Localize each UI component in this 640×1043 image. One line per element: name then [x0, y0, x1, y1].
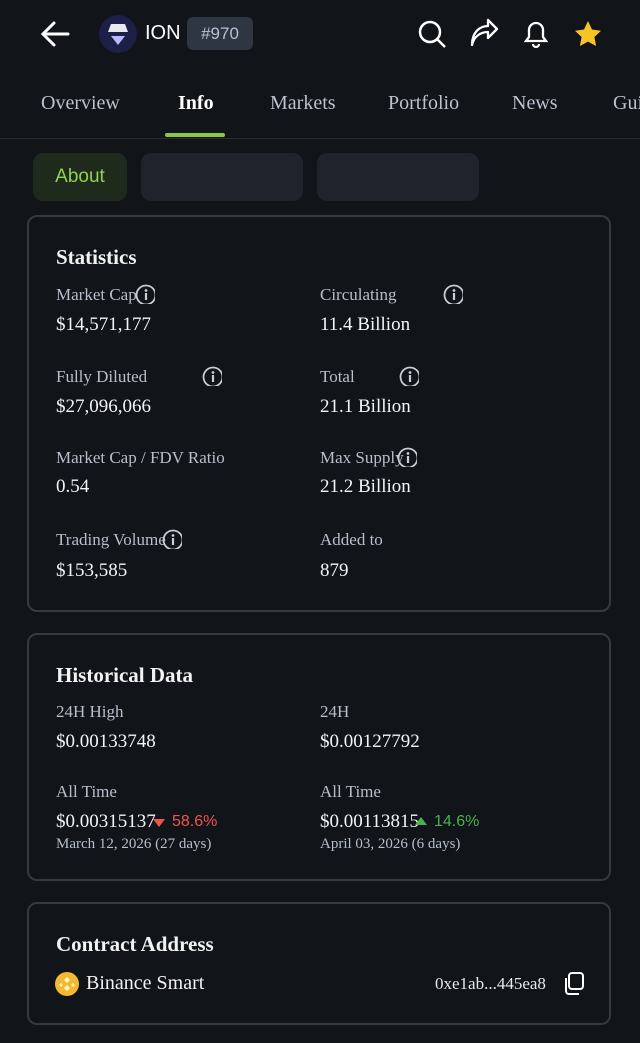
change-up: 14.6%: [434, 813, 480, 830]
divider: [0, 138, 640, 139]
stat-value: 0.54: [56, 476, 90, 497]
stat-label: Max Supply: [320, 448, 404, 467]
change-down: 58.6%: [172, 813, 218, 830]
info-icon[interactable]: [202, 366, 222, 386]
stat-value: 21.1 Billion: [320, 396, 411, 417]
card-title: Statistics: [56, 245, 137, 269]
stat-value: $27,096,066: [56, 396, 151, 417]
stat-value: $0.00315137: [56, 811, 156, 832]
tab[interactable]: Overview: [41, 92, 120, 114]
stat-label: Trading Volume: [56, 530, 166, 549]
tab-active[interactable]: Info: [178, 92, 214, 114]
chip[interactable]: [317, 153, 479, 201]
stat-label: All Time: [56, 782, 117, 801]
stat-label: Total: [320, 367, 355, 386]
tab[interactable]: News: [512, 92, 558, 114]
stat-label: 24H High: [56, 702, 124, 721]
contract-card: [27, 902, 611, 1025]
statistics-card: [27, 215, 611, 612]
stat-label: Circulating: [320, 285, 397, 304]
info-icon[interactable]: [162, 529, 182, 549]
info-icon[interactable]: [443, 284, 463, 304]
favorite-button[interactable]: [573, 19, 603, 49]
tab[interactable]: Gui: [613, 92, 640, 114]
stat-label: Market Cap: [56, 285, 137, 304]
stat-value: 11.4 Billion: [320, 314, 411, 335]
info-icon[interactable]: [397, 447, 417, 467]
stat-label: All Time: [320, 782, 381, 801]
search-button[interactable]: [416, 18, 448, 50]
up-arrow: [415, 817, 427, 825]
stat-value: $153,585: [56, 560, 128, 581]
stat-value: $0.00113815: [320, 811, 420, 832]
stat-value: $0.00133748: [56, 731, 156, 752]
info-icon[interactable]: [135, 284, 155, 304]
share-button[interactable]: [468, 18, 500, 50]
chip-active[interactable]: About: [33, 153, 127, 201]
stat-value: $14,571,177: [56, 314, 151, 335]
stat-label: Added to: [320, 530, 383, 549]
down-arrow: [153, 819, 165, 827]
contract-address: 0xe1ab...445ea8: [435, 974, 546, 993]
tab-indicator: [165, 133, 225, 137]
historical-card: [27, 633, 611, 881]
card-title: Historical Data: [56, 663, 194, 687]
tab[interactable]: Markets: [270, 92, 336, 114]
back-button[interactable]: [38, 18, 72, 50]
copy-button[interactable]: [562, 971, 586, 997]
date: March 12, 2026 (27 days): [56, 836, 212, 852]
date: April 03, 2026 (6 days): [320, 836, 461, 852]
stat-value: 21.2 Billion: [320, 476, 411, 497]
stat-value: 879: [320, 560, 349, 581]
chain-logo: [55, 972, 79, 996]
stat-label: Fully Diluted: [56, 367, 148, 386]
tab[interactable]: Portfolio: [388, 92, 460, 114]
info-icon[interactable]: [399, 366, 419, 386]
coin-name: ION: [145, 22, 181, 44]
stat-value: $0.00127792: [320, 731, 420, 752]
rank-badge: #970: [187, 17, 253, 50]
card-title: Contract Address: [56, 932, 214, 956]
chip[interactable]: [141, 153, 303, 201]
stat-label: 24H: [320, 702, 350, 721]
chain-name: Binance Smart: [86, 972, 205, 994]
alert-button[interactable]: [521, 17, 551, 49]
stat-label: Market Cap / FDV Ratio: [56, 448, 225, 467]
coin-logo: [99, 15, 137, 53]
